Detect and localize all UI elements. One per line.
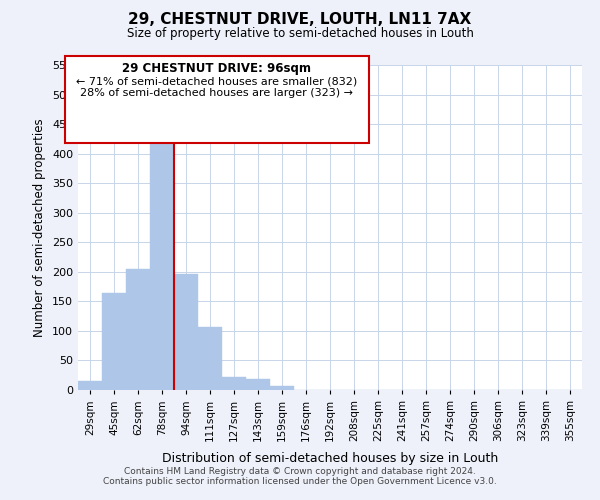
Bar: [198, 327, 222, 390]
Text: Contains public sector information licensed under the Open Government Licence v3: Contains public sector information licen…: [103, 477, 497, 486]
Text: ← 71% of semi-detached houses are smaller (832): ← 71% of semi-detached houses are smalle…: [76, 76, 358, 86]
Bar: [150, 136, 174, 390]
Y-axis label: Number of semi-detached properties: Number of semi-detached properties: [34, 118, 46, 337]
Bar: [126, 269, 150, 390]
Bar: [246, 380, 270, 390]
Bar: [102, 292, 126, 390]
Bar: [270, 386, 294, 390]
Text: Contains HM Land Registry data © Crown copyright and database right 2024.: Contains HM Land Registry data © Crown c…: [124, 467, 476, 476]
Text: 28% of semi-detached houses are larger (323) →: 28% of semi-detached houses are larger (…: [80, 88, 353, 99]
Text: 29 CHESTNUT DRIVE: 96sqm: 29 CHESTNUT DRIVE: 96sqm: [122, 62, 311, 75]
Bar: [222, 377, 246, 390]
Text: Size of property relative to semi-detached houses in Louth: Size of property relative to semi-detach…: [127, 28, 473, 40]
Bar: [78, 381, 102, 390]
X-axis label: Distribution of semi-detached houses by size in Louth: Distribution of semi-detached houses by …: [162, 452, 498, 466]
Text: 29, CHESTNUT DRIVE, LOUTH, LN11 7AX: 29, CHESTNUT DRIVE, LOUTH, LN11 7AX: [128, 12, 472, 28]
Bar: [174, 274, 198, 390]
